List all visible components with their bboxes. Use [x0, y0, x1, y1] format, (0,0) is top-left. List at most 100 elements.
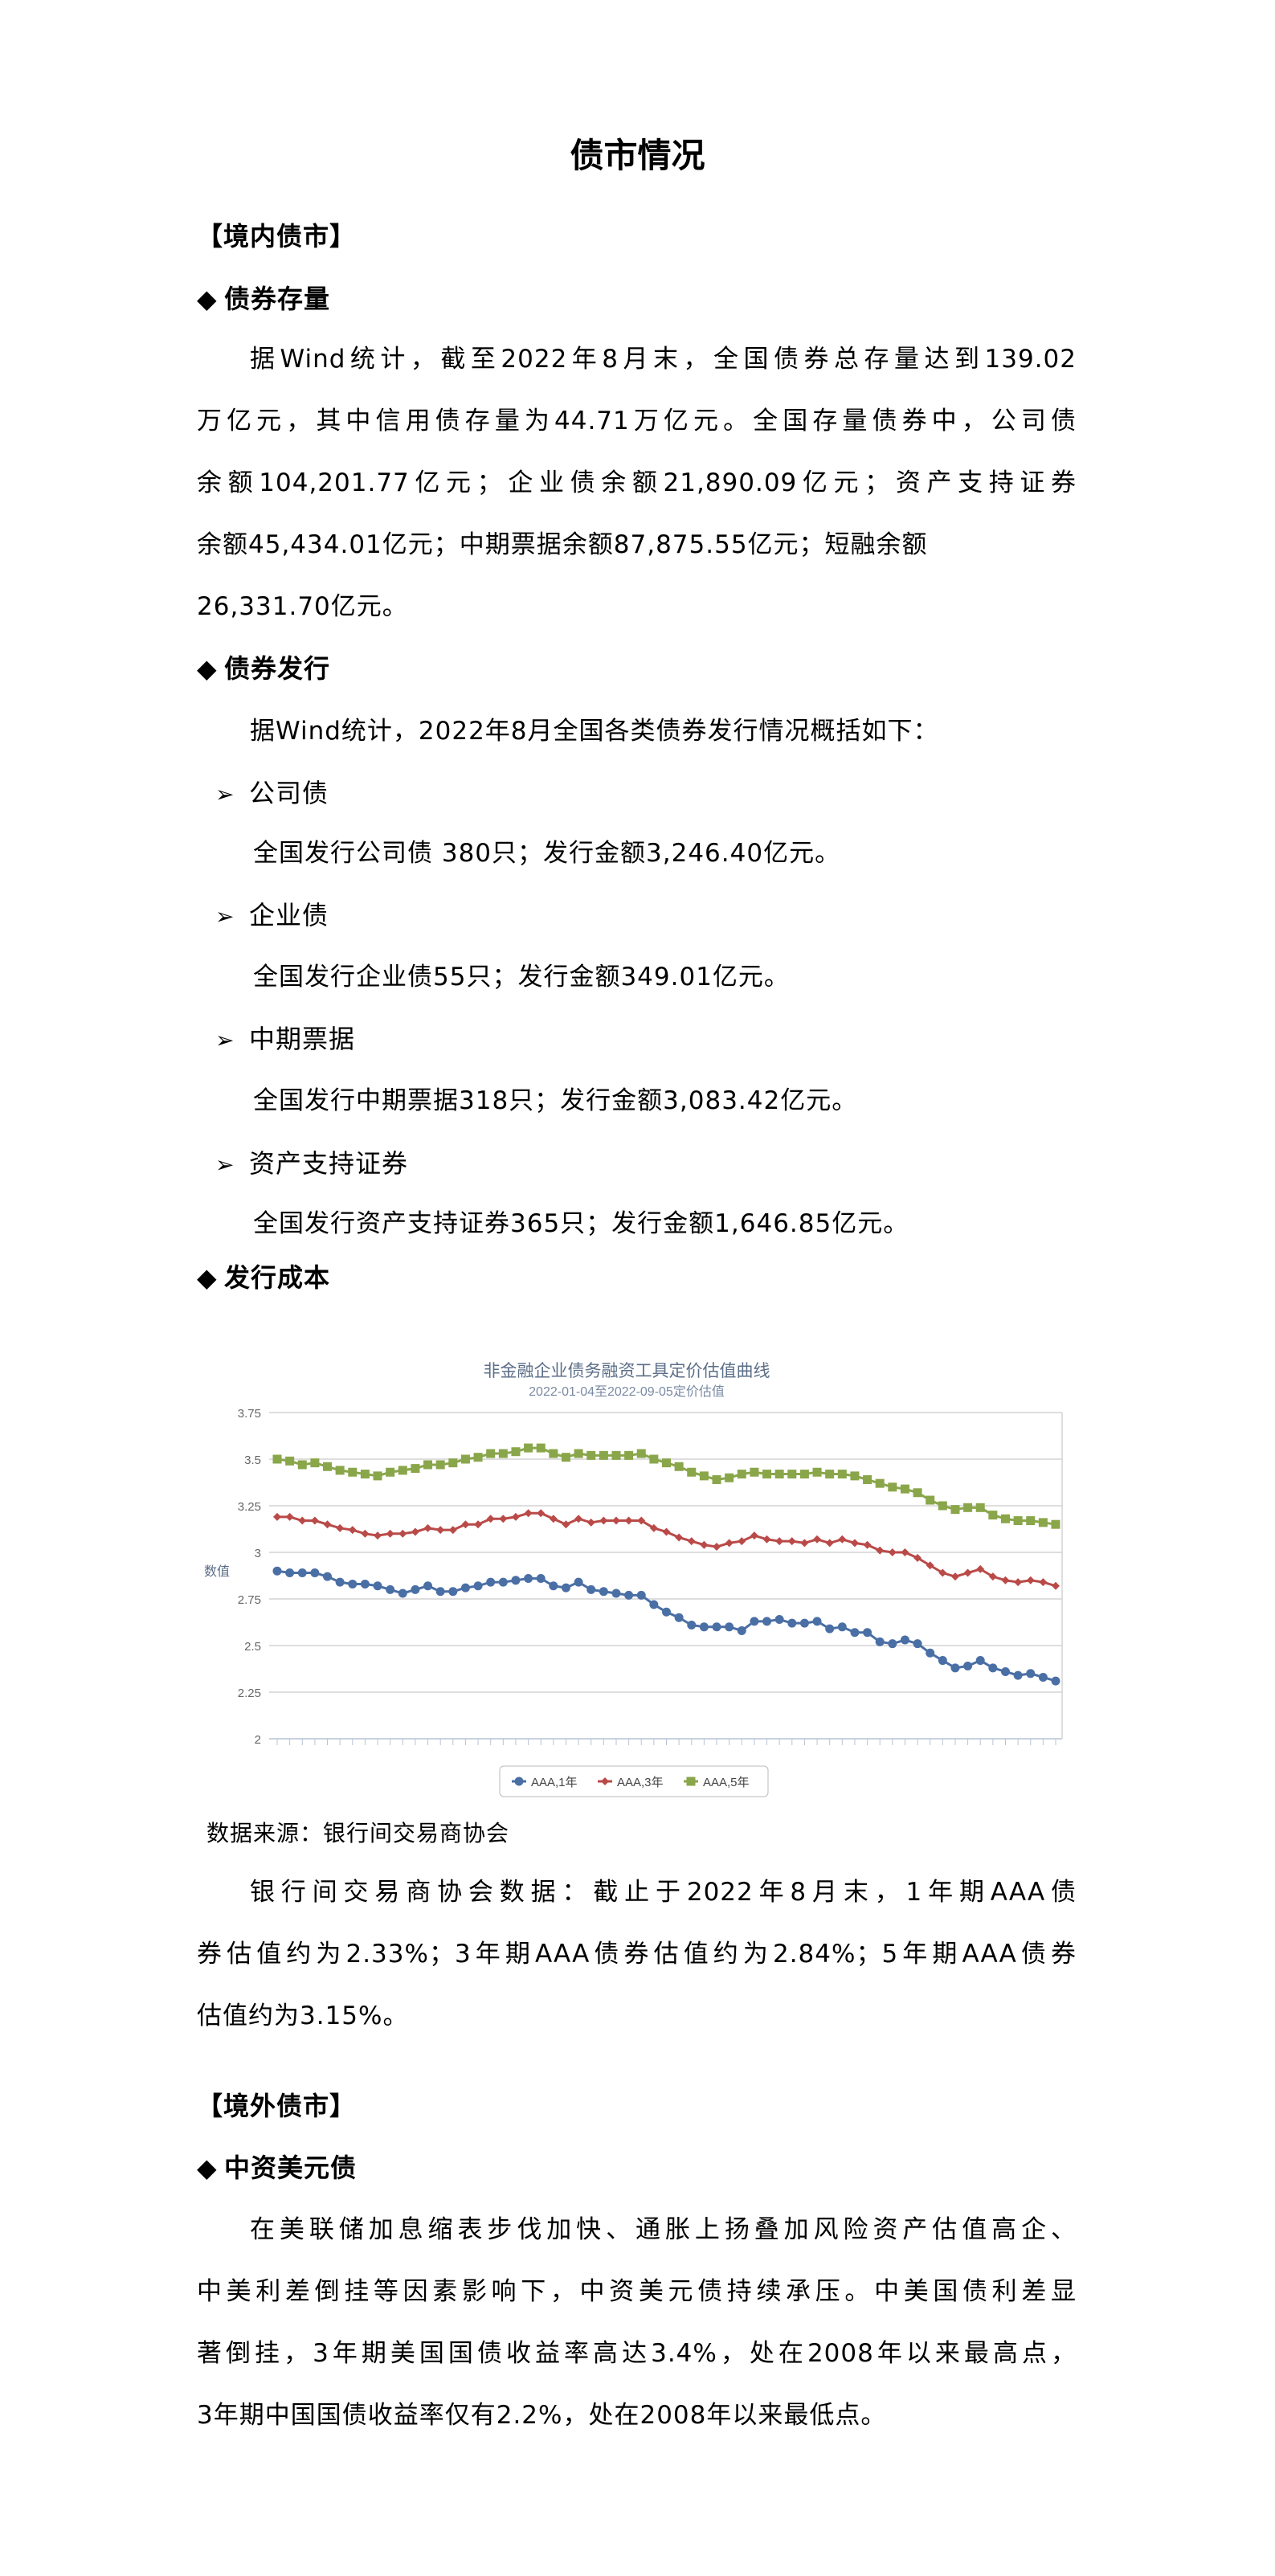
- data-point: [423, 1523, 432, 1532]
- page-title: 债市情况: [570, 136, 705, 175]
- chart-subtitle: 2022-01-04至2022-09-05定价估值: [529, 1384, 725, 1399]
- data-point: [712, 1475, 721, 1485]
- data-point: [460, 1454, 470, 1464]
- data-point: [549, 1515, 558, 1523]
- data-point: [361, 1529, 370, 1538]
- legend-label: AAA,1年: [531, 1776, 578, 1789]
- data-point: [762, 1470, 772, 1479]
- data-point: [636, 1449, 646, 1458]
- data-point: [486, 1577, 496, 1587]
- data-point: [1026, 1576, 1035, 1584]
- data-point: [1000, 1514, 1010, 1523]
- data-point: [662, 1458, 671, 1468]
- data-point: [888, 1639, 897, 1649]
- data-point: [373, 1581, 382, 1591]
- data-point: [825, 1470, 835, 1479]
- series-square: [272, 1443, 1060, 1529]
- data-point: [1026, 1669, 1036, 1678]
- data-point: [787, 1537, 796, 1546]
- data-point: [900, 1635, 909, 1645]
- data-point: [699, 1622, 709, 1632]
- usd-line: 在美联储加息缩表步伐加快、通胀上扬叠加风险资产估值高企、: [250, 2215, 1077, 2244]
- data-point: [498, 1449, 508, 1458]
- data-point: [561, 1583, 570, 1593]
- data-point: [624, 1450, 634, 1460]
- diamond-icon: ◆: [197, 2153, 218, 2183]
- heading-text: 债券存量: [224, 284, 331, 314]
- y-tick-label: 3.75: [238, 1407, 261, 1421]
- data-point: [863, 1475, 872, 1485]
- data-point: [599, 1450, 608, 1460]
- data-point: [574, 1515, 583, 1523]
- data-point: [725, 1539, 734, 1548]
- data-point: [348, 1526, 357, 1535]
- data-point: [561, 1453, 570, 1462]
- arrowhead-icon: ➢: [215, 1027, 235, 1053]
- item-label: 公司债: [249, 778, 329, 808]
- data-point: [963, 1503, 973, 1512]
- data-point: [938, 1501, 947, 1511]
- data-point: [398, 1529, 407, 1538]
- data-point: [812, 1467, 822, 1477]
- diamond-icon: ◆: [197, 653, 218, 684]
- cost-line: 银行间交易商协会数据：截止于2022年8月末，1年期AAA债: [250, 1878, 1077, 1907]
- data-point: [411, 1584, 420, 1594]
- item-label: 资产支持证券: [249, 1148, 409, 1179]
- data-point: [297, 1568, 307, 1578]
- diamond-icon: ◆: [197, 1262, 218, 1293]
- data-point: [799, 1618, 809, 1628]
- data-point: [636, 1590, 646, 1600]
- data-point: [411, 1464, 420, 1474]
- data-point: [900, 1484, 909, 1494]
- data-point: [1052, 1581, 1060, 1590]
- data-point: [536, 1443, 546, 1453]
- data-point: [586, 1584, 596, 1594]
- heading-cost: ◆ 发行成本: [197, 1261, 1077, 1294]
- data-point: [586, 1450, 596, 1460]
- arrowhead-icon: ➢: [215, 781, 235, 808]
- data-point: [738, 1537, 746, 1546]
- data-point: [812, 1617, 822, 1626]
- data-point: [813, 1535, 822, 1544]
- section-overseas: 【境外债市】: [197, 2091, 357, 2121]
- data-point: [787, 1618, 797, 1628]
- data-point: [674, 1462, 684, 1471]
- heading-stock: ◆ 债券存量: [197, 283, 1077, 315]
- heading-usd-bonds: ◆ 中资美元债: [197, 2152, 1077, 2184]
- data-point: [875, 1478, 885, 1488]
- data-point: [637, 1516, 646, 1525]
- data-point: [775, 1537, 784, 1546]
- valuation-line-chart: 非金融企业债务融资工具定价估值曲线 2022-01-04至2022-09-05定…: [204, 1362, 1063, 1797]
- data-point: [838, 1535, 847, 1544]
- stock-line: 26,331.70亿元。: [197, 592, 408, 621]
- data-point: [750, 1531, 758, 1540]
- data-point: [273, 1512, 281, 1521]
- usd-line: 著倒挂，3年期美国国债收益率高达3.4%，处在2008年以来最高点，: [197, 2339, 1077, 2368]
- legend-label: AAA,5年: [703, 1776, 750, 1789]
- data-point: [310, 1568, 320, 1578]
- data-point: [863, 1540, 872, 1549]
- y-tick-label: 2: [255, 1733, 261, 1747]
- heading-text: 发行成本: [224, 1262, 331, 1293]
- data-point: [774, 1470, 784, 1479]
- data-point: [398, 1589, 407, 1598]
- data-point: [799, 1470, 809, 1479]
- data-point: [1000, 1666, 1010, 1676]
- data-point: [662, 1607, 671, 1617]
- data-point: [950, 1663, 960, 1673]
- stock-line: 据Wind统计，截至2022年8月末，全国债券总存量达到139.02: [250, 345, 1077, 374]
- data-point: [310, 1458, 320, 1468]
- data-point: [611, 1450, 621, 1460]
- data-point: [725, 1473, 734, 1482]
- data-point: [473, 1453, 483, 1462]
- data-point: [737, 1625, 746, 1635]
- data-point: [474, 1520, 483, 1529]
- data-point: [687, 1620, 697, 1629]
- data-point: [499, 1515, 508, 1523]
- data-point: [323, 1572, 333, 1581]
- data-point: [700, 1540, 709, 1549]
- issuance-item-label: ➢ 中期票据: [215, 1023, 1095, 1057]
- data-point: [712, 1622, 721, 1632]
- data-point: [524, 1509, 533, 1518]
- data-point: [686, 1777, 696, 1786]
